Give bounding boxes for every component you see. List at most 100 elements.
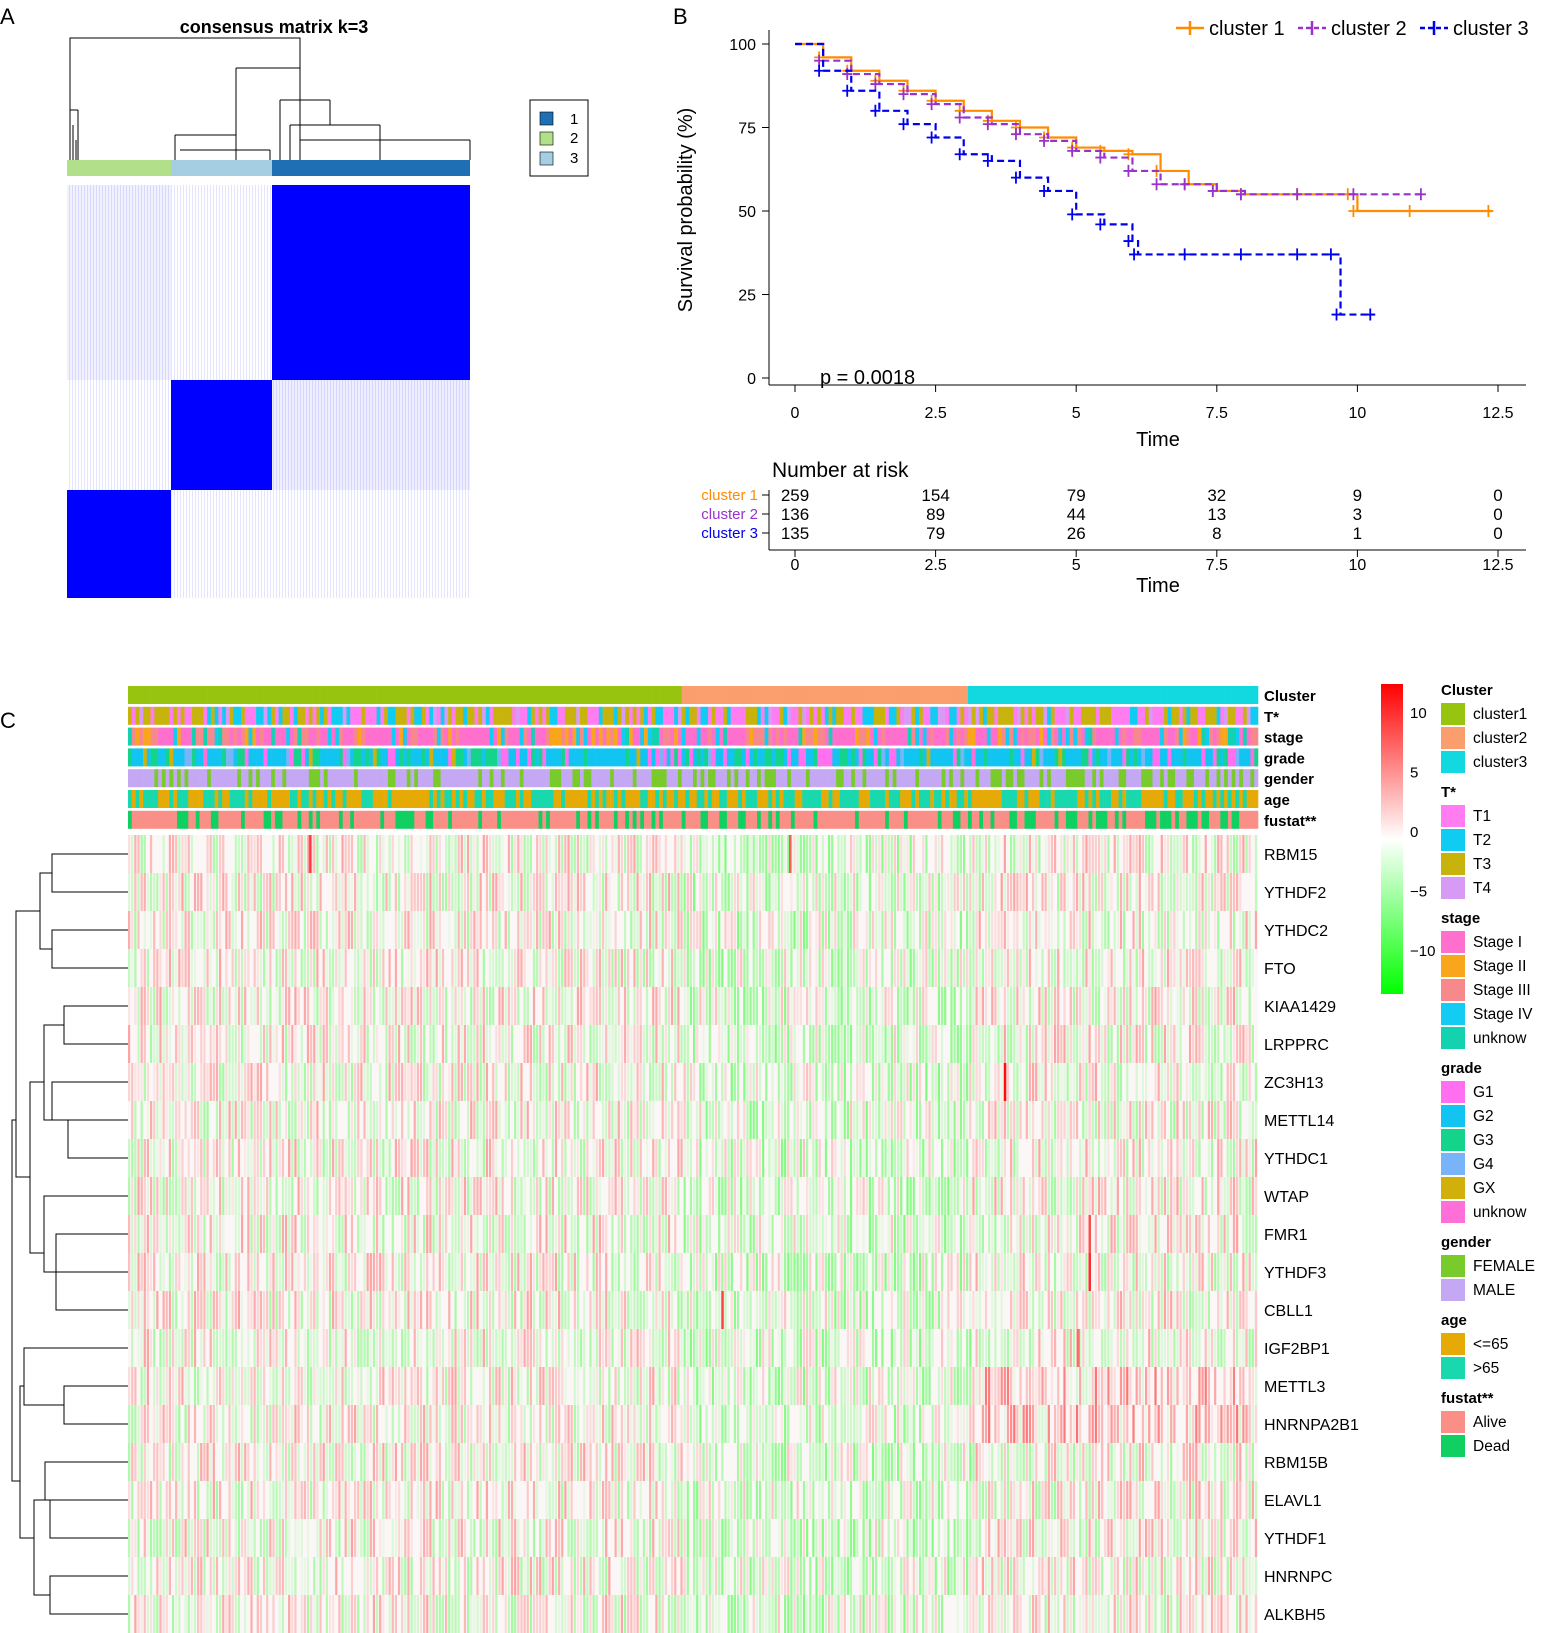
- heatmap-cell: [313, 1025, 316, 1063]
- annotation-cell: [278, 727, 283, 746]
- annotation-cell: [922, 769, 927, 788]
- heatmap-cell: [175, 873, 178, 911]
- heatmap-bg: [128, 835, 1258, 1633]
- annotation-cell: [1013, 748, 1018, 767]
- annotation-cell: [1250, 686, 1255, 704]
- heatmap-cell: [328, 835, 332, 873]
- heatmap-cell: [187, 987, 190, 1025]
- heatmap-cell: [1047, 1101, 1050, 1139]
- heatmap-cell: [774, 1139, 777, 1177]
- heatmap-cell: [1192, 835, 1195, 873]
- annotation-cell: [1122, 706, 1127, 725]
- heatmap-cell: [149, 1101, 153, 1139]
- heatmap-cell: [702, 987, 705, 1025]
- heatmap-cell: [708, 987, 711, 1025]
- heatmap-cell: [564, 1101, 567, 1139]
- heatmap-cell: [510, 873, 514, 911]
- heatmap-cell: [1010, 1025, 1013, 1063]
- heatmap-cell: [956, 873, 959, 911]
- heatmap-cell: [259, 873, 263, 911]
- annotation-cell: [960, 686, 965, 704]
- heatmap-cell: [708, 949, 711, 987]
- heatmap-cell: [482, 1063, 485, 1101]
- annotation-cell: [715, 769, 720, 788]
- heatmap-cell: [558, 1063, 561, 1101]
- heatmap-cell: [372, 1139, 376, 1177]
- annotation-cell: [960, 790, 965, 808]
- heatmap-cell: [564, 987, 567, 1025]
- heatmap-cell: [950, 1101, 953, 1139]
- annotation-cell: [357, 748, 362, 767]
- heatmap-cell: [1242, 1063, 1245, 1101]
- heatmap-cell: [1129, 835, 1132, 873]
- heatmap-cell: [1010, 987, 1013, 1025]
- heatmap-cell: [573, 1063, 576, 1101]
- annotation-cell: [854, 727, 860, 746]
- heatmap-cell: [1041, 1025, 1044, 1063]
- annotation-cell: [851, 727, 856, 746]
- annotation-cell: [1065, 686, 1070, 704]
- heatmap-cell: [1129, 949, 1132, 987]
- heatmap-cell: [887, 911, 890, 949]
- heatmap-cell: [1148, 1139, 1151, 1177]
- heatmap-cell: [1022, 835, 1025, 873]
- annotation-cell: [934, 790, 939, 808]
- annotation-cell: [591, 810, 596, 829]
- annotation-cell: [896, 790, 901, 808]
- annotation-cell: [448, 790, 453, 808]
- heatmap-cell: [1091, 911, 1094, 949]
- annotation-cell: [610, 686, 615, 704]
- heatmap-cell: [806, 949, 809, 987]
- annotation-cell: [1133, 769, 1138, 788]
- heatmap-cell: [460, 1025, 463, 1063]
- heatmap-cell: [451, 1101, 454, 1139]
- heatmap-cell: [598, 835, 602, 873]
- heatmap-cell: [1226, 1025, 1229, 1063]
- heatmap-cell: [460, 1063, 463, 1101]
- annotation-cell: [847, 706, 852, 725]
- annotation-cell: [387, 706, 392, 725]
- annotation-cell: [508, 727, 513, 746]
- annotation-cell: [998, 748, 1003, 767]
- annotation-cell: [365, 769, 370, 788]
- km-x-tick-label: 2.5: [924, 405, 946, 422]
- annotation-cell: [1114, 769, 1119, 788]
- heatmap-cell: [212, 873, 215, 911]
- annotation-cell: [1171, 769, 1176, 788]
- annotation-cell: [305, 727, 310, 746]
- heatmap-cell: [1085, 835, 1088, 873]
- heatmap-cell: [319, 987, 322, 1025]
- heatmap-cell: [664, 911, 667, 949]
- heatmap-cell: [1251, 1101, 1254, 1139]
- heatmap-cell: [1119, 911, 1123, 949]
- heatmap-cell: [947, 1063, 950, 1101]
- heatmap-cell: [237, 987, 241, 1025]
- annotation-cell: [463, 748, 468, 767]
- annotation-cell: [519, 810, 524, 829]
- annotation-cell: [1028, 706, 1033, 725]
- annotation-cell: [500, 748, 505, 767]
- heatmap-cell: [605, 1101, 608, 1139]
- annotation-cell: [839, 769, 844, 788]
- annotation-cell: [937, 727, 942, 746]
- heatmap-cell: [1220, 873, 1223, 911]
- annotation-cell: [662, 810, 667, 829]
- heatmap-cell: [573, 1139, 576, 1177]
- heatmap-cell: [1179, 987, 1182, 1025]
- annotation-cell: [542, 706, 547, 725]
- annotation-cell: [286, 686, 291, 704]
- heatmap-cell: [1229, 1139, 1232, 1177]
- annotation-cell: [670, 769, 675, 788]
- annotation-cell: [384, 790, 389, 808]
- heatmap-cell: [702, 949, 705, 987]
- annotation-cell: [131, 810, 136, 829]
- annotation-cell: [1133, 790, 1138, 808]
- heatmap-cell: [175, 1063, 178, 1101]
- annotation-cell: [1099, 790, 1104, 808]
- annotation-cell: [406, 748, 411, 767]
- heatmap-cell: [140, 1101, 143, 1139]
- annotation-cell: [542, 748, 547, 767]
- annotation-cell: [580, 706, 585, 725]
- heatmap-cell: [1198, 1101, 1201, 1139]
- annotation-cell: [414, 727, 419, 746]
